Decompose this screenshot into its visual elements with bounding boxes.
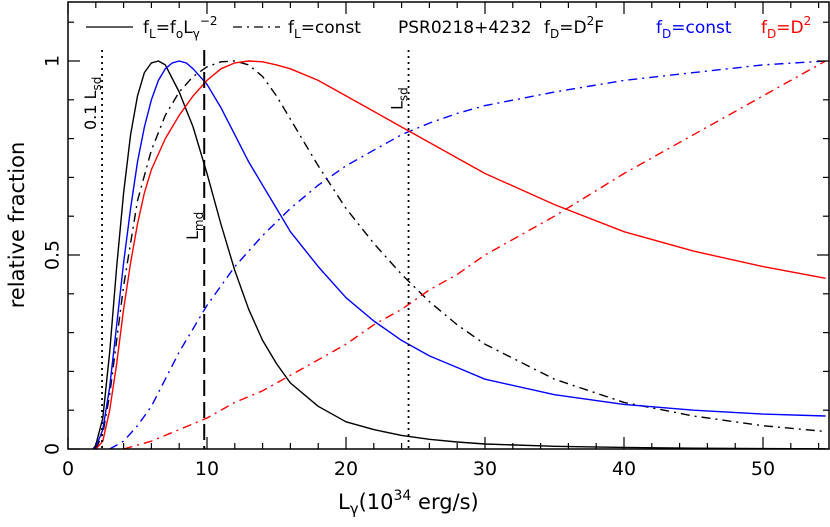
plot-frame bbox=[67, 1, 830, 450]
x-tick-label: 30 bbox=[473, 458, 497, 480]
series-line-1 bbox=[95, 60, 826, 450]
y-tick-label: 0 bbox=[42, 443, 64, 455]
y-axis-label: relative fraction bbox=[5, 142, 29, 309]
x-tick-label: 40 bbox=[612, 458, 636, 480]
series-line-0 bbox=[92, 60, 826, 450]
x-tick-label: 10 bbox=[195, 458, 219, 480]
series-line-3 bbox=[109, 60, 826, 450]
curves bbox=[92, 60, 826, 450]
series-line-2 bbox=[92, 60, 826, 450]
x-tick-label: 0 bbox=[62, 458, 74, 480]
series-line-5 bbox=[123, 60, 826, 450]
legend-entry-fd-d2: fD=D2 bbox=[761, 14, 811, 41]
x-tick-label: 20 bbox=[334, 458, 358, 480]
x-axis-label: Lγ(1034 erg/s) bbox=[338, 488, 479, 518]
x-tick-label: 50 bbox=[751, 458, 775, 480]
y-tick-label: 1 bbox=[42, 55, 64, 67]
legend-entry-fl-power: fL=foLγ−2 bbox=[143, 14, 218, 41]
series-line-4 bbox=[95, 60, 826, 450]
legend-entry-fl-const: fL=const bbox=[288, 18, 361, 41]
y-tick-label: 0.5 bbox=[42, 240, 64, 270]
vline-label-0: 0.1 Lsd bbox=[81, 77, 104, 130]
vertical-markers: 0.1 Lsd Lmd Lsd bbox=[81, 50, 411, 449]
vline-label-2: Lsd bbox=[388, 87, 411, 110]
legend-source: PSR0218+4232 bbox=[398, 18, 532, 38]
vline-label-1: Lmd bbox=[183, 212, 206, 240]
legend-entry-fd-const: fD=const bbox=[656, 18, 732, 41]
legend: fL=foLγ−2 fL=const PSR0218+4232 fD=D2F f… bbox=[86, 14, 811, 41]
axis-ticks: 0 10 20 30 40 50 0 0.5 1 bbox=[42, 2, 829, 480]
legend-entry-fd-d2f: fD=D2F bbox=[544, 14, 604, 41]
